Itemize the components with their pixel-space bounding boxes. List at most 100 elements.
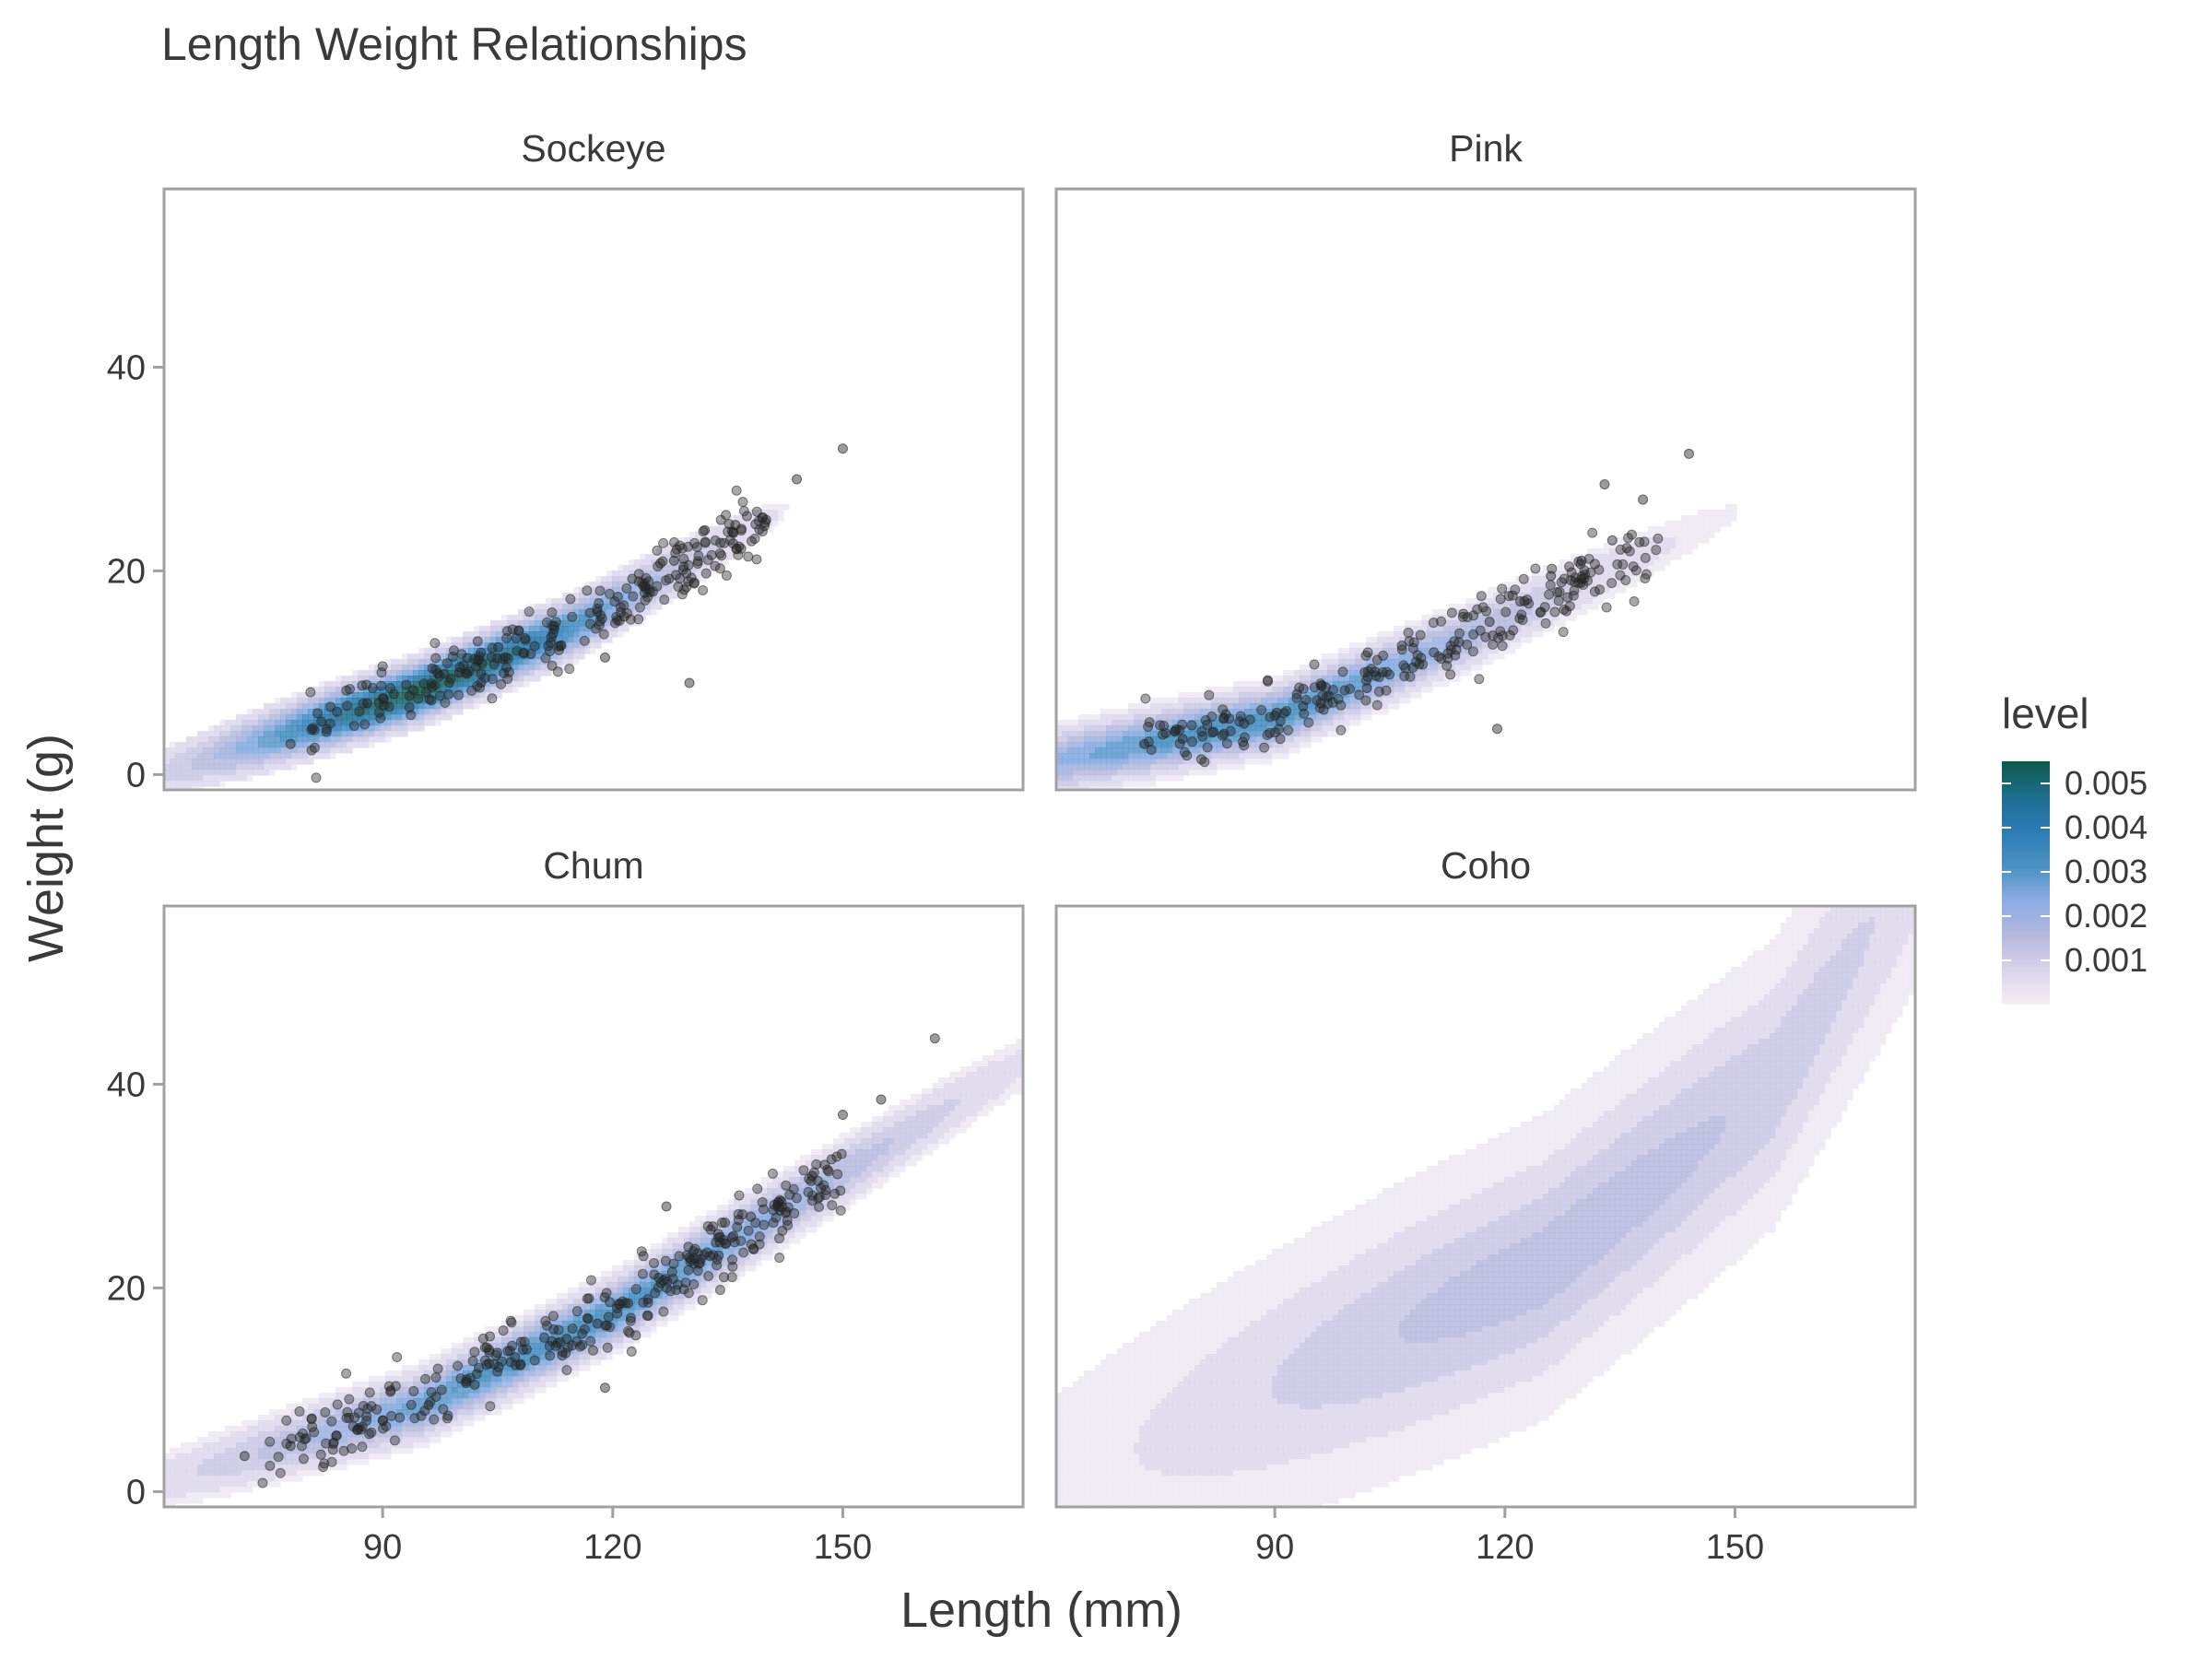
density-cell xyxy=(186,1453,193,1460)
density-cell xyxy=(363,670,370,677)
density-cell xyxy=(1316,698,1323,704)
density-cell xyxy=(1382,637,1389,643)
density-cell xyxy=(429,709,436,715)
density-cell xyxy=(385,1382,392,1388)
density-cell xyxy=(584,1310,591,1316)
density-cell xyxy=(579,1304,585,1311)
density-cell xyxy=(656,1243,663,1250)
density-cell xyxy=(512,1337,519,1344)
data-point xyxy=(1566,567,1577,578)
density-cell xyxy=(695,1238,701,1244)
density-cell xyxy=(1438,681,1444,688)
density-cell xyxy=(253,714,259,721)
density-cell xyxy=(1399,670,1406,677)
density-cell xyxy=(175,1470,182,1477)
density-cell xyxy=(1277,742,1284,748)
density-cell xyxy=(1139,731,1146,737)
density-cell xyxy=(258,1442,265,1449)
density-cell xyxy=(479,1415,486,1421)
density-cell xyxy=(441,1409,447,1416)
density-cell xyxy=(1183,742,1190,748)
data-point xyxy=(1360,675,1371,686)
density-cell xyxy=(291,759,298,765)
data-point xyxy=(1179,747,1190,758)
density-cell xyxy=(1405,631,1411,638)
density-cell xyxy=(1427,687,1433,693)
density-cell xyxy=(1670,548,1677,555)
density-cell xyxy=(1228,731,1234,737)
data-point xyxy=(684,677,695,688)
density-cell xyxy=(1156,736,1162,743)
density-cell xyxy=(236,1476,242,1482)
density-cell xyxy=(313,1448,320,1454)
density-cell xyxy=(1394,676,1400,682)
density-cell xyxy=(1139,742,1146,748)
density-cell xyxy=(562,609,569,616)
density-cell xyxy=(745,526,751,533)
density-cell xyxy=(1382,681,1389,688)
density-cell xyxy=(1493,642,1500,649)
density-cell xyxy=(640,1315,646,1322)
density-cell xyxy=(557,604,563,610)
density-cell xyxy=(407,1448,414,1454)
density-cell xyxy=(485,1326,491,1333)
density-cell xyxy=(1333,725,1339,732)
density-cell xyxy=(291,1437,298,1443)
density-cell xyxy=(1288,692,1295,699)
density-cell xyxy=(612,626,618,632)
density-cell xyxy=(1255,720,1262,726)
density-cell xyxy=(1283,670,1289,677)
density-cell xyxy=(712,1277,718,1283)
density-cell xyxy=(175,759,182,765)
density-cell xyxy=(562,1299,569,1305)
density-cell xyxy=(1117,709,1124,715)
data-point xyxy=(1436,616,1447,627)
density-cell xyxy=(181,1481,187,1488)
density-cell xyxy=(1532,631,1538,638)
density-cell xyxy=(651,1310,657,1316)
density-cell xyxy=(618,626,624,632)
density-cell xyxy=(286,1409,292,1416)
density-cell xyxy=(280,725,287,732)
density-cell xyxy=(308,1431,314,1438)
density-cell xyxy=(562,615,569,621)
density-cell xyxy=(474,687,480,693)
density-cell xyxy=(496,681,502,688)
density-cell xyxy=(313,1465,320,1471)
density-cell xyxy=(507,687,513,693)
density-cell xyxy=(651,1293,657,1300)
density-cell xyxy=(1150,731,1157,737)
density-cell xyxy=(529,1337,535,1344)
density-cell xyxy=(457,698,464,704)
density-cell xyxy=(767,504,773,511)
density-cell xyxy=(1421,681,1428,688)
density-cell xyxy=(651,1249,657,1255)
density-cell xyxy=(247,1437,253,1443)
density-cell xyxy=(1344,725,1350,732)
density-cell xyxy=(612,1321,618,1327)
density-cell xyxy=(1123,764,1129,771)
density-cell xyxy=(678,1293,685,1300)
density-cell xyxy=(441,681,447,688)
density-cell xyxy=(1482,648,1488,654)
density-cell xyxy=(1460,631,1466,638)
density-cell xyxy=(1128,714,1135,721)
density-cell xyxy=(1112,764,1118,771)
density-cell xyxy=(640,1299,646,1305)
density-cell xyxy=(524,615,530,621)
density-cell xyxy=(1631,532,1638,538)
density-cell xyxy=(203,1481,209,1488)
density-cell xyxy=(341,742,347,748)
density-cell xyxy=(253,1448,259,1454)
density-cell xyxy=(1504,626,1511,632)
density-cell xyxy=(358,742,364,748)
density-cell xyxy=(236,1453,242,1460)
density-cell xyxy=(253,759,259,765)
density-cell xyxy=(700,1238,707,1244)
density-cell xyxy=(241,1420,248,1427)
density-cell xyxy=(225,742,231,748)
density-cell xyxy=(1653,554,1660,560)
density-cell xyxy=(1399,665,1406,671)
density-cell xyxy=(595,637,602,643)
density-cell xyxy=(369,720,375,726)
